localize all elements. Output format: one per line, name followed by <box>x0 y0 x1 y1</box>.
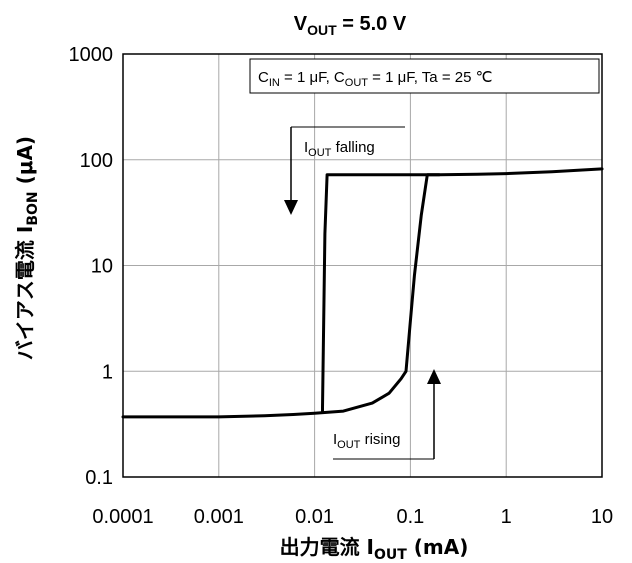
conditions-box-frame <box>249 58 600 94</box>
grid-lines <box>123 54 602 477</box>
annotation-rising: IOUT rising <box>333 369 441 460</box>
x-tick-label: 10 <box>591 506 613 528</box>
y-tick-label: 10 <box>91 256 113 278</box>
x-tick-labels: 0.0001 0.001 0.01 0.1 1 10 <box>92 506 613 528</box>
x-tick-label: 0.01 <box>295 506 334 528</box>
falling-arrow-head <box>284 200 298 215</box>
annotation-falling: IOUT falling <box>284 126 405 215</box>
plot-area <box>122 53 603 478</box>
x-tick-label: 0.1 <box>396 506 424 528</box>
x-tick-label: 1 <box>501 506 512 528</box>
y-tick-label: 1000 <box>69 44 114 66</box>
y-tick-label: 100 <box>80 150 113 172</box>
conditions-box: CIN = 1 μF, COUT = 1 μF, Ta = 25 ℃ <box>249 58 600 94</box>
falling-label: IOUT falling <box>304 139 375 159</box>
rising-label: IOUT rising <box>333 431 400 451</box>
x-tick-label: 0.001 <box>194 506 244 528</box>
y-axis-title: バイアス電流 IBON (μA) <box>13 136 41 360</box>
plot-border <box>122 53 603 478</box>
y-tick-label: 1 <box>102 361 113 383</box>
series-line-1 <box>121 167 604 419</box>
y-tick-label: 0.1 <box>85 467 113 489</box>
series-group <box>121 167 604 419</box>
x-tick-label: 0.0001 <box>92 506 153 528</box>
rising-arrow-head <box>427 369 441 384</box>
chart-title: VOUT = 5.0 V <box>294 13 407 38</box>
y-tick-labels: 0.1 1 10 100 1000 <box>69 44 114 489</box>
x-axis-title: 出力電流 IOUT (mA) <box>280 535 469 563</box>
conditions-text: CIN = 1 μF, COUT = 1 μF, Ta = 25 ℃ <box>258 69 492 89</box>
series-line-2 <box>321 173 441 414</box>
